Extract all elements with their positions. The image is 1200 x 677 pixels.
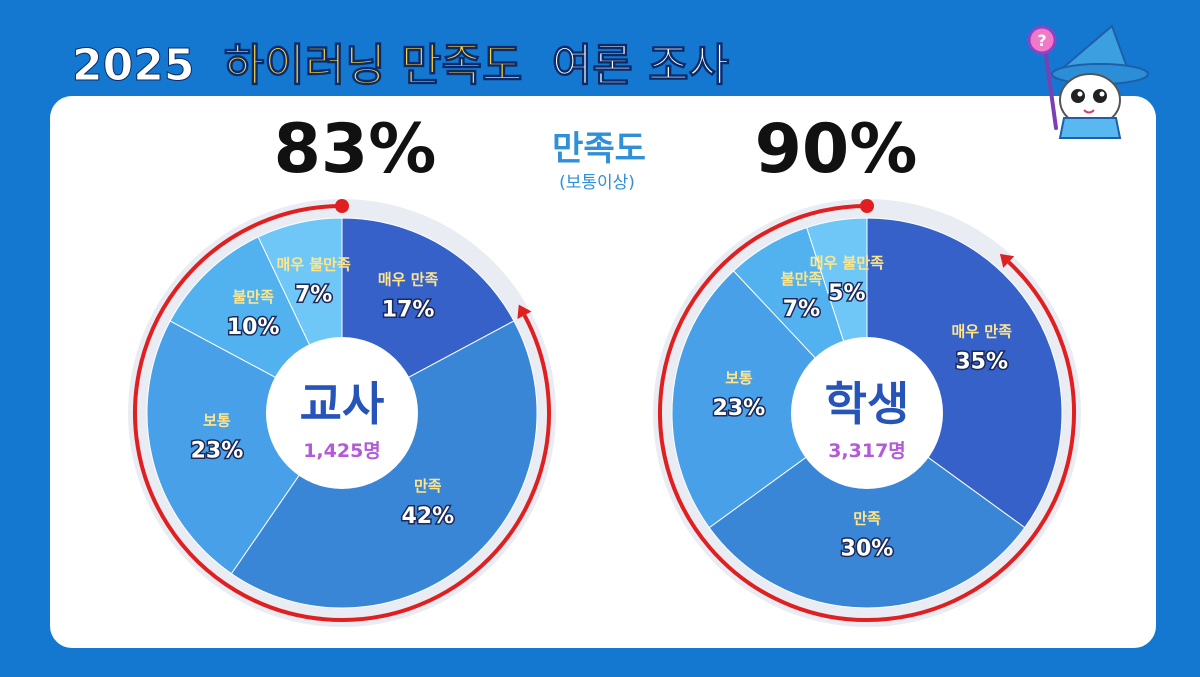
teacher-slice-value-very-dissatisfied: 7% bbox=[295, 282, 332, 307]
student-slice-category-satisfied: 만족 bbox=[853, 510, 881, 528]
teacher-slice-value-very-satisfied: 17% bbox=[382, 298, 435, 323]
student-slice-category-very-dissatisfied: 매우 불만족 bbox=[810, 254, 884, 272]
teacher-slice-category-dissatisfied: 불만족 bbox=[232, 288, 274, 306]
student-slice-value-dissatisfied: 7% bbox=[783, 297, 820, 322]
student-arrowhead-icon bbox=[999, 253, 1015, 268]
student-headline-percent: 90% bbox=[755, 110, 918, 189]
student-center-count: 3,317명 bbox=[828, 440, 906, 462]
teacher-center-circle bbox=[266, 337, 418, 489]
student-slice-value-very-dissatisfied: 5% bbox=[828, 281, 865, 306]
teacher-slice-category-very-dissatisfied: 매우 불만족 bbox=[277, 255, 351, 273]
student-pie-chart: 매우 만족 35% 만족 30% 보통 23% 불만족 7% 매우 불만족 5% 학생 3,317… bbox=[653, 199, 1081, 627]
student-slice-value-neutral: 23% bbox=[713, 396, 766, 421]
student-center-label: 학생 bbox=[825, 377, 910, 431]
teacher-slice-category-very-satisfied: 매우 만족 bbox=[378, 271, 439, 289]
student-slice-value-very-satisfied: 35% bbox=[955, 350, 1008, 375]
wizard-cat-mascot-icon: ? bbox=[1027, 24, 1149, 139]
teacher-slice-category-neutral: 보통 bbox=[203, 411, 231, 429]
teacher-slice-category-satisfied: 만족 bbox=[414, 477, 442, 495]
teacher-arrowhead-icon bbox=[517, 304, 532, 320]
teacher-slice-labels: 매우 만족 17% 만족 42% 보통 23% 불만족 10% 매우 불만족 7% bbox=[189, 255, 456, 530]
student-arrow-start-dot bbox=[860, 199, 874, 213]
student-slice-very-satisfied bbox=[866, 217, 1063, 529]
student-slice-category-dissatisfied: 불만족 bbox=[781, 270, 823, 288]
teacher-center-count: 1,425명 bbox=[303, 440, 381, 462]
student-slice-value-satisfied: 30% bbox=[841, 537, 894, 562]
student-slice-satisfied bbox=[708, 412, 1026, 609]
student-slice-category-neutral: 보통 bbox=[725, 369, 753, 387]
teacher-slice-neutral bbox=[146, 320, 343, 575]
title-prefix: 2025 bbox=[72, 40, 194, 91]
student-progress-arrow bbox=[658, 204, 1076, 622]
teacher-slice-value-neutral: 23% bbox=[191, 438, 244, 463]
teacher-pie-chart: 매우 만족 17% 만족 42% 보통 23% 불만족 10% 매우 불만족 7% 교사 1,42… bbox=[128, 199, 556, 627]
student-slice-category-very-satisfied: 매우 만족 bbox=[951, 323, 1012, 341]
teacher-headline-percent: 83% bbox=[274, 110, 437, 189]
teacher-center-label: 교사 bbox=[300, 377, 385, 431]
title-suffix: 여론 조사 bbox=[552, 40, 729, 91]
satisfaction-label: 만족도 bbox=[552, 129, 646, 169]
satisfaction-sublabel: (보통이상) bbox=[559, 173, 635, 193]
teacher-progress-arrow bbox=[133, 204, 551, 622]
student-slice-neutral bbox=[671, 270, 868, 529]
teacher-slice-value-satisfied: 42% bbox=[401, 504, 454, 529]
student-slice-labels: 매우 만족 35% 만족 30% 보통 23% 불만족 7% 매우 불만족 5% bbox=[711, 254, 1012, 563]
title-highlight: 하이러닝 만족도 bbox=[224, 40, 523, 91]
teacher-arrow-start-dot bbox=[335, 199, 349, 213]
svg-text:?: ? bbox=[1037, 31, 1046, 50]
student-center-circle bbox=[791, 337, 943, 489]
teacher-slice-value-dissatisfied: 10% bbox=[227, 315, 280, 340]
page-title: 2025 하이러닝 만족도 여론 조사 bbox=[72, 40, 729, 91]
